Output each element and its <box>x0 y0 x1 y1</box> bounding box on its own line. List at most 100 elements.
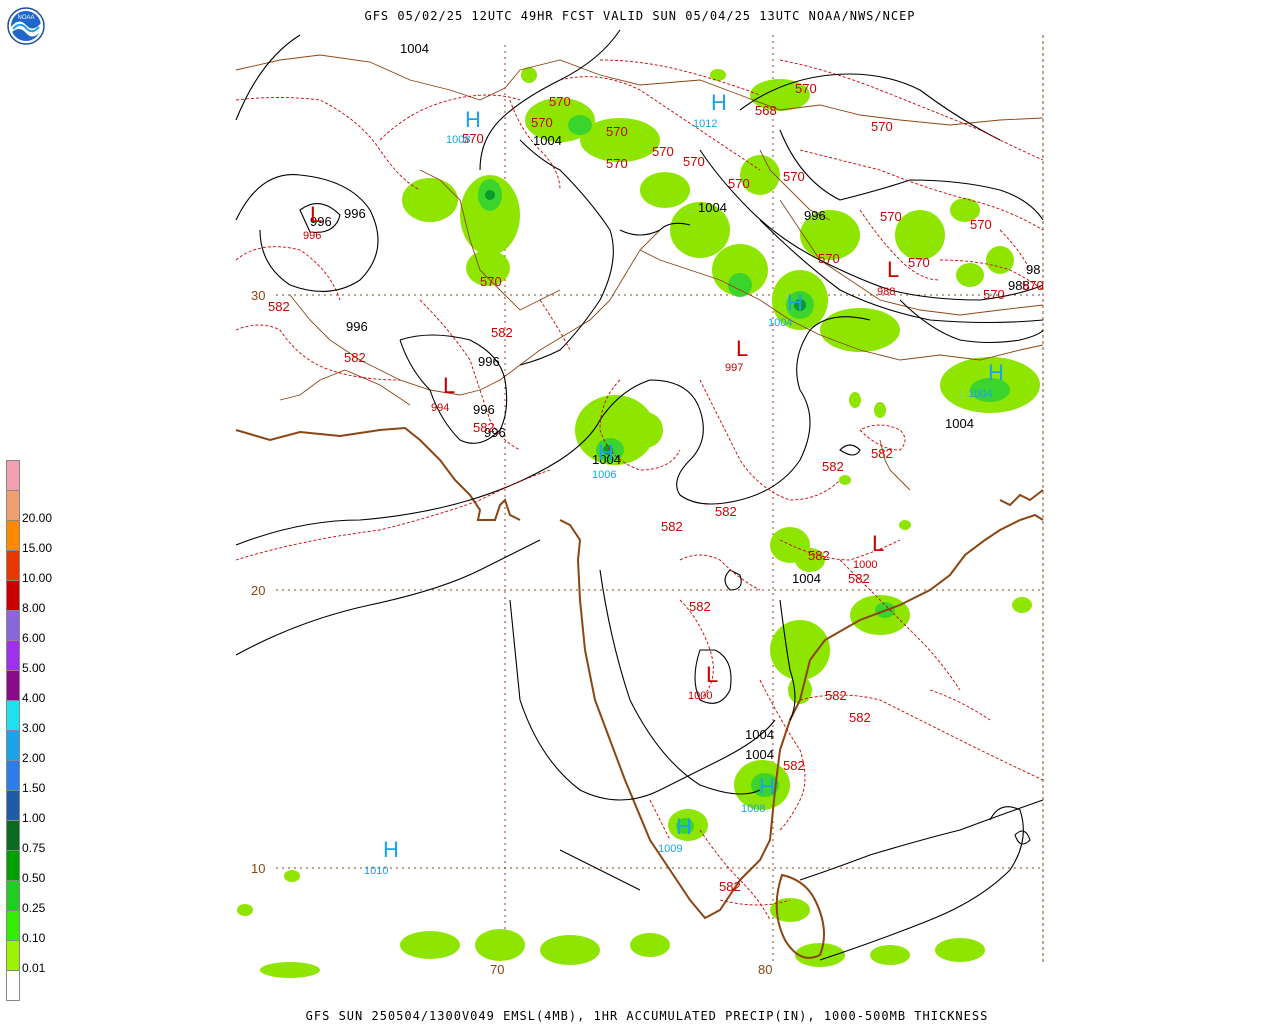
legend-label: 5.00 <box>22 661 46 675</box>
legend-swatch <box>6 550 20 580</box>
thickness-label: 570 <box>480 274 502 289</box>
thickness-label: 570 <box>880 209 902 224</box>
map-title: GFS 05/02/25 12UTC 49HR FCST VALID SUN 0… <box>364 9 916 23</box>
high-center-letter: H <box>759 774 775 799</box>
pressure-label: 1004 <box>945 416 974 431</box>
legend-label: 2.00 <box>22 751 46 765</box>
legend-swatch <box>6 790 20 820</box>
thickness-label: 582 <box>848 571 870 586</box>
high-center-letter: H <box>598 440 614 465</box>
legend-swatch <box>6 760 20 790</box>
thickness-label: 570 <box>531 115 553 130</box>
high-center-value: 1004 <box>968 388 992 400</box>
legend-label: 20.00 <box>22 511 53 525</box>
legend-label: 0.25 <box>22 901 46 915</box>
legend-label: 8.00 <box>22 601 46 615</box>
lat-20-label: 20 <box>251 583 265 598</box>
lon-70-label: 70 <box>490 962 504 977</box>
thickness-label: 570 <box>606 156 628 171</box>
legend-swatch <box>6 940 20 970</box>
legend-swatch <box>6 910 20 940</box>
thickness-label: 570 <box>462 131 484 146</box>
legend-label: 3.00 <box>22 721 46 735</box>
low-centers: L 996 L 994 L 997 L 988 L 1000 L 1000 <box>303 202 899 702</box>
thickness-label: 570 <box>795 81 817 96</box>
thickness-label: 582 <box>491 325 513 340</box>
pressure-label: 996 <box>310 214 332 229</box>
pressure-label: 996 <box>473 402 495 417</box>
lat-30-label: 30 <box>251 288 265 303</box>
pressure-label: 98 <box>1026 262 1040 277</box>
legend-label: 1.00 <box>22 811 46 825</box>
thickness-label: 582 <box>689 599 711 614</box>
low-center-value: 996 <box>303 230 321 242</box>
legend-label: 0.50 <box>22 871 46 885</box>
thickness-label: 570 <box>783 169 805 184</box>
pressure-label: 996 <box>484 425 506 440</box>
legend-label: 0.75 <box>22 841 46 855</box>
high-centers: H 1008 H 1012 H 1006 H 1008 H 1009 H 101… <box>364 90 1004 877</box>
thickness-label: 570 <box>606 124 628 139</box>
thickness-label: 570 <box>970 217 992 232</box>
thickness-label: 570 <box>983 287 1005 302</box>
legend-swatch <box>6 460 20 490</box>
pressure-label: 996 <box>478 354 500 369</box>
legend-label: 10.00 <box>22 571 53 585</box>
low-center-letter: L <box>887 257 899 282</box>
high-center-value: 1006 <box>592 469 616 481</box>
low-center-value: 1000 <box>853 559 877 571</box>
high-center-letter: H <box>383 837 399 862</box>
high-center-letter: H <box>676 814 692 839</box>
high-center-value: 1008 <box>741 803 765 815</box>
pressure-label: 996 <box>346 319 368 334</box>
thickness-label: 582 <box>822 459 844 474</box>
legend-swatch <box>6 670 20 700</box>
low-center-letter: L <box>736 336 748 361</box>
high-center-value: 1009 <box>658 843 682 855</box>
lat-lon-grid <box>276 35 1043 962</box>
lon-80-label: 80 <box>758 962 772 977</box>
pressure-label: 1004 <box>745 747 774 762</box>
coastlines <box>235 426 1044 959</box>
legend-swatch <box>6 640 20 670</box>
legend-swatch <box>6 850 20 880</box>
thickness-label: 582 <box>268 299 290 314</box>
thickness-labels: 570 570 570 570 570 570 570 570 570 570 … <box>268 81 1044 894</box>
noaa-logo-text: NOAA <box>17 15 34 21</box>
pressure-labels: 1004 1004 1004 996 996 996 996 996 996 1… <box>310 41 1040 762</box>
thickness-label: 582 <box>719 879 741 894</box>
high-center-value: 1008 <box>446 134 470 146</box>
legend-label: 4.00 <box>22 691 46 705</box>
legend-swatch <box>6 820 20 850</box>
isobars <box>235 29 1044 961</box>
thickness-label: 582 <box>344 350 366 365</box>
thickness-label: 570 <box>1022 278 1044 293</box>
low-center-letter: L <box>443 373 455 398</box>
noaa-logo-icon: NOAA <box>7 7 45 45</box>
legend-swatch <box>6 880 20 910</box>
thickness-label: 582 <box>871 446 893 461</box>
precip-legend <box>6 460 20 1001</box>
thickness-label: 582 <box>849 710 871 725</box>
pressure-label: 1004 <box>533 133 562 148</box>
high-center-value: 1010 <box>364 865 388 877</box>
thickness-label: 568 <box>755 103 777 118</box>
legend-label: 0.01 <box>22 961 46 975</box>
low-center-letter: L <box>872 531 884 556</box>
thickness-contours <box>235 59 1044 921</box>
pressure-label: 1004 <box>698 200 727 215</box>
legend-swatch <box>6 580 20 610</box>
legend-swatch <box>6 700 20 730</box>
high-center-value: 1012 <box>693 118 717 130</box>
thickness-label: 582 <box>808 548 830 563</box>
legend-swatch <box>6 730 20 760</box>
high-center-letter: H <box>711 90 727 115</box>
pressure-label: 988 <box>1008 278 1030 293</box>
legend-swatch <box>6 610 20 640</box>
low-center-letter: L <box>706 662 718 687</box>
pressure-label: 1004 <box>792 571 821 586</box>
thickness-label: 582 <box>715 504 737 519</box>
thickness-label: 570 <box>871 119 893 134</box>
legend-swatch <box>6 490 20 520</box>
